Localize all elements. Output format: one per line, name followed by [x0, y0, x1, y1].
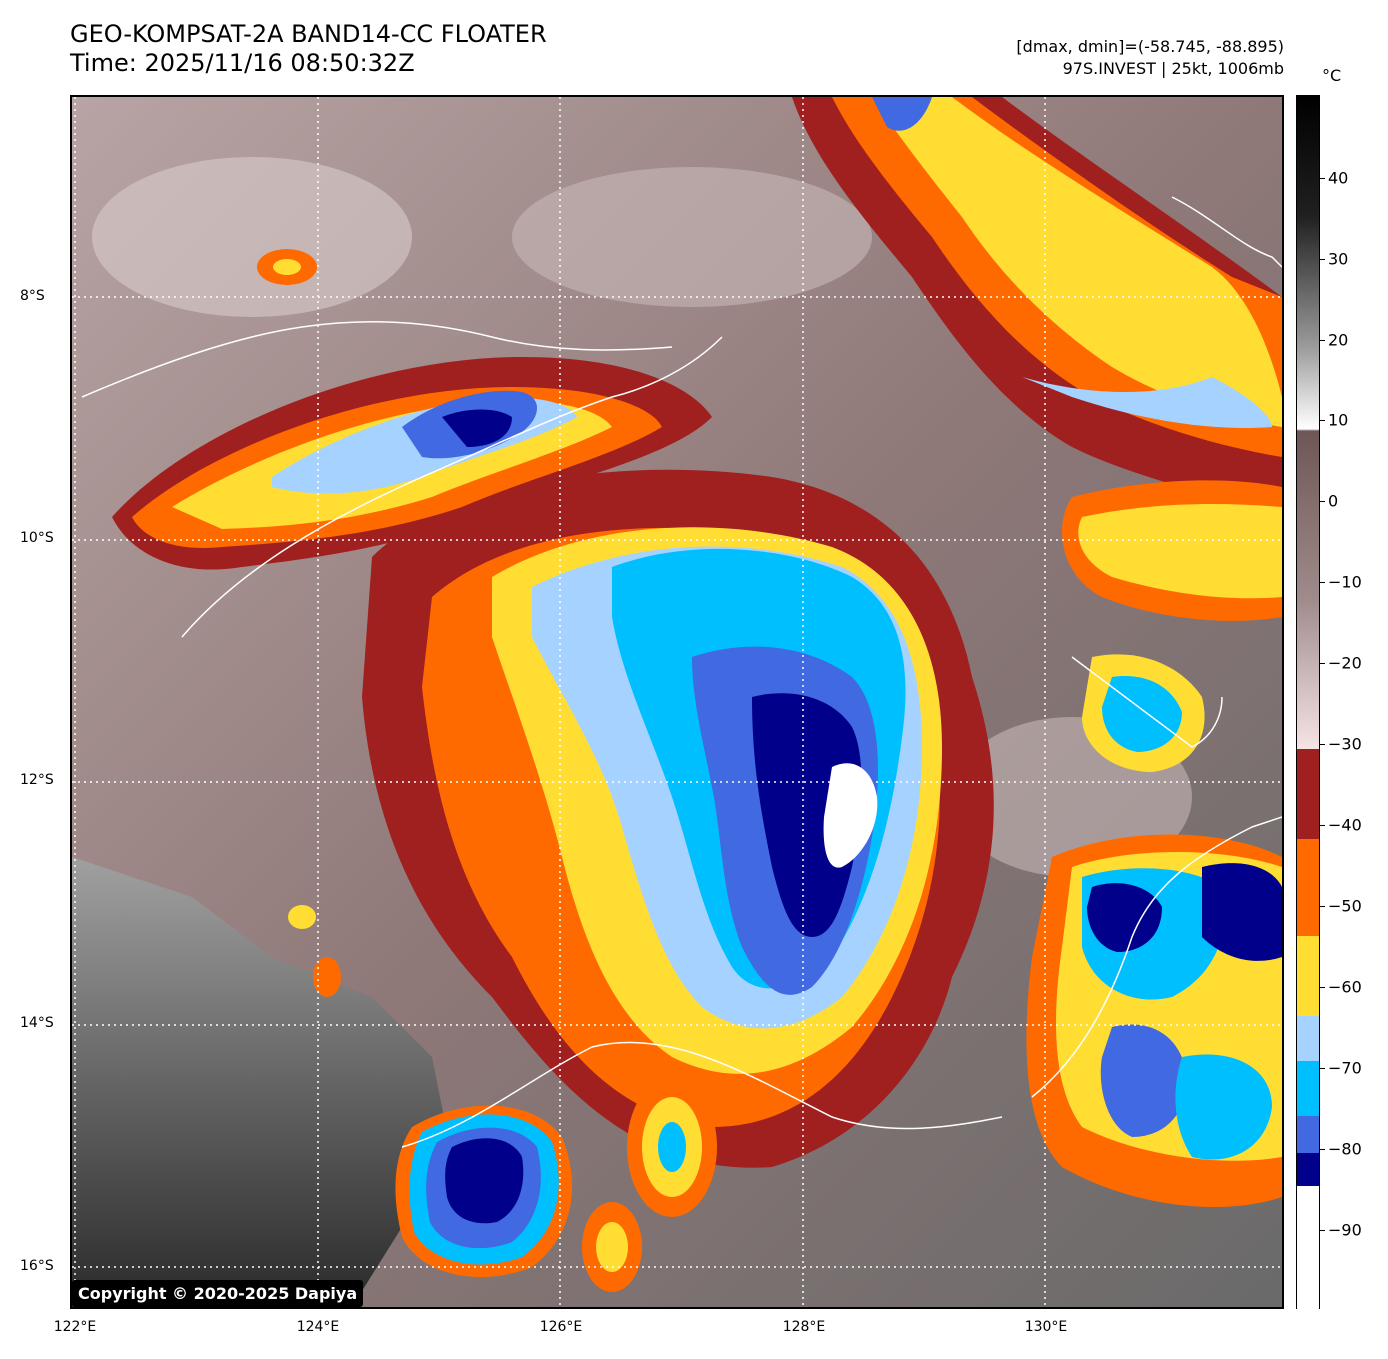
colorbar-tick-label: 40 [1328, 168, 1349, 188]
colorbar-tick-mark [1320, 825, 1325, 826]
colorbar-tick-label: −90 [1328, 1220, 1362, 1240]
cloud-top-imagery [72, 97, 1282, 1307]
light-patch [512, 167, 872, 307]
lon-label-124e: 124°E [296, 1319, 340, 1335]
timor-coastline [181, 336, 723, 638]
lat-label-8s: 8°S [20, 288, 45, 304]
coastline [1071, 656, 1223, 748]
colorbar-tick-label: 10 [1328, 410, 1349, 430]
colorbar-tick-label: −60 [1328, 977, 1362, 997]
colorbar-tick-mark [1320, 340, 1325, 341]
storm-navy [752, 693, 862, 937]
colorbar-tick-label: 30 [1328, 249, 1349, 269]
lat-label-14s: 14°S [20, 1015, 54, 1031]
lat-label-10s: 10°S [20, 530, 54, 546]
colorbar-tick-mark [1320, 987, 1325, 988]
colorbar-band [1297, 839, 1319, 936]
lat-label-16s: 16°S [20, 1258, 54, 1274]
storm-info: [dmax, dmin]=(-58.745, -88.895) 97S.INVE… [1016, 36, 1284, 80]
lat-label-12s: 12°S [20, 772, 54, 788]
lon-label-122e: 122°E [53, 1319, 97, 1335]
north-cell-yellow [273, 259, 301, 275]
south-cell-2-yellow [596, 1222, 628, 1272]
australia-land [72, 857, 452, 1307]
lon-label-128e: 128°E [782, 1319, 826, 1335]
nw-band-navy [442, 409, 512, 447]
colorbar-tick-mark [1320, 663, 1325, 664]
colorbar-tick-label: −10 [1328, 572, 1362, 592]
east-cluster-yellow [1078, 504, 1282, 599]
colorbar-tick-mark [1320, 744, 1325, 745]
colorbar-tick-label: 20 [1328, 330, 1349, 350]
se-cluster-navy-2 [1202, 863, 1282, 961]
se-cluster-sky-blue-2 [1175, 1054, 1272, 1160]
colorbar-tick-label: −80 [1328, 1139, 1362, 1159]
coastline [81, 321, 673, 398]
ne-band-yellow [872, 97, 1282, 427]
storm-status-text: 97S.INVEST | 25kt, 1006mb [1062, 59, 1284, 78]
title-line-2: Time: 2025/11/16 08:50:32Z [70, 49, 415, 77]
sw-cluster-navy [445, 1138, 524, 1224]
australia-coastline [1031, 816, 1282, 1098]
colorbar-tick-label: 0 [1328, 491, 1339, 511]
satellite-map [70, 95, 1284, 1309]
colorbar-unit: °C [1322, 66, 1342, 85]
colorbar-band [1297, 749, 1319, 839]
small-cell-yellow [288, 905, 316, 929]
colorbar-tick-label: −50 [1328, 896, 1362, 916]
title-line-1: GEO-KOMPSAT-2A BAND14-CC FLOATER [70, 20, 547, 48]
colorbar-band [1297, 936, 1319, 1016]
colorbar-tick-label: −40 [1328, 815, 1362, 835]
colorbar-band [1297, 1186, 1319, 1310]
graticule [72, 97, 1282, 1307]
colorbar-tick-mark [1320, 1068, 1325, 1069]
colorbar-tick-label: −70 [1328, 1058, 1362, 1078]
colorbar-tick-mark [1320, 906, 1325, 907]
se-cluster-navy [1087, 883, 1162, 952]
colorbar-tick-mark [1320, 259, 1325, 260]
colorbar-tick-mark [1320, 178, 1325, 179]
colorbar-tick-mark [1320, 1230, 1325, 1231]
lon-label-130e: 130°E [1024, 1319, 1068, 1335]
colorbar-band [1297, 1153, 1319, 1186]
storm-coldest-core [823, 763, 878, 868]
coastline [1171, 196, 1282, 268]
australia-coastline [401, 1041, 1003, 1148]
map-title: GEO-KOMPSAT-2A BAND14-CC FLOATER Time: 2… [70, 20, 547, 78]
colorbar-tick-mark [1320, 1149, 1325, 1150]
colorbar-band [1297, 1116, 1319, 1153]
ne-band-royal-blue [872, 97, 932, 131]
se-cluster-royal-blue [1100, 1024, 1187, 1137]
dmax-dmin-text: [dmax, dmin]=(-58.745, -88.895) [1016, 37, 1284, 56]
colorbar-tick-label: −30 [1328, 734, 1362, 754]
colorbar-band [1297, 1016, 1319, 1061]
ne-band-light-blue [1022, 377, 1272, 428]
colorbar-tick-mark [1320, 582, 1325, 583]
lon-label-126e: 126°E [539, 1319, 583, 1335]
south-cell-sky-blue [658, 1122, 686, 1172]
light-patch [92, 157, 412, 317]
colorbar-tick-label: −20 [1328, 653, 1362, 673]
temperature-colorbar [1296, 95, 1320, 1310]
colorbar-tick-mark [1320, 420, 1325, 421]
copyright-label: Copyright © 2020-2025 Dapiya [72, 1280, 364, 1307]
small-cell-orange [313, 957, 341, 997]
colorbar-tick-mark [1320, 501, 1325, 502]
colorbar-band [1297, 1061, 1319, 1116]
